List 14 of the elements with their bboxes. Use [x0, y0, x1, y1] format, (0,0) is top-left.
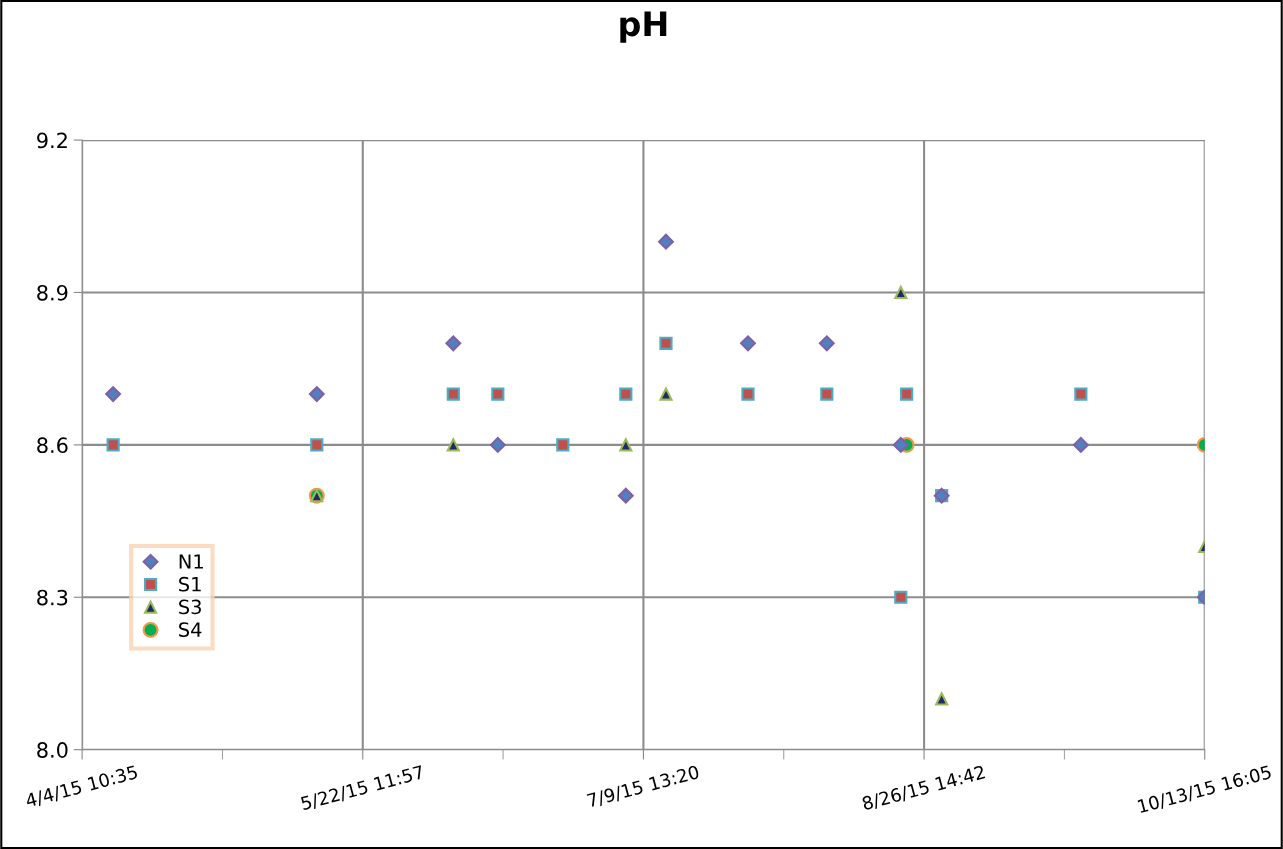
- y-tick-label: 8.3: [37, 589, 68, 606]
- legend-label: S3: [179, 599, 201, 615]
- legend-label: S1: [179, 576, 201, 592]
- x-tick-label: 4/4/15 10:35: [24, 764, 139, 809]
- legend-label: N1: [179, 554, 203, 569]
- y-tick-label: 8.6: [37, 437, 68, 454]
- x-tick-label: 7/9/15 13:20: [586, 764, 700, 809]
- y-tick-label: 8.9: [37, 284, 68, 301]
- chart-title: pH: [620, 11, 667, 43]
- y-tick-label: 8.0: [37, 742, 68, 758]
- x-tick-label: 5/22/15 11:57: [300, 764, 425, 812]
- x-tick-label: 8/26/15 14:42: [861, 765, 986, 812]
- legend-label: S4: [179, 622, 202, 637]
- y-tick-label: 9.2: [37, 132, 67, 149]
